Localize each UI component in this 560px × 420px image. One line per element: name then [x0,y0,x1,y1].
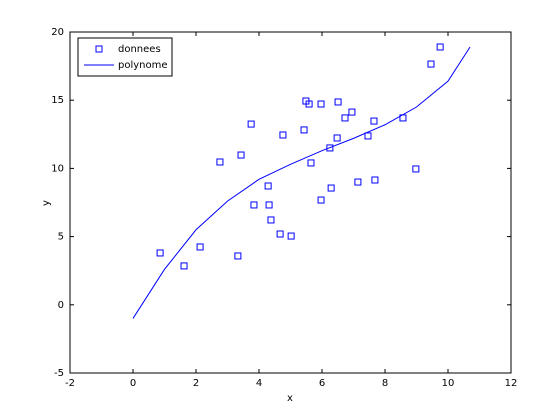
y-tick-label: 15 [51,95,64,106]
data-point [264,182,272,190]
data-point [234,252,242,260]
data-point [196,243,204,251]
y-axis-label: y [41,200,52,206]
y-tick-label: 20 [51,27,64,38]
data-point [276,230,284,238]
data-point [300,126,308,134]
data-point [317,100,325,108]
data-point [305,100,313,108]
x-tick-label: 10 [442,378,455,389]
x-tick-label: 6 [319,378,325,389]
data-point [317,196,325,204]
data-point [287,232,295,240]
data-point [354,178,362,186]
data-point [371,176,379,184]
legend-box [77,37,173,77]
data-point [237,151,245,159]
data-point [307,159,315,167]
plot-frame [69,31,512,374]
y-tick-label: 0 [58,300,64,311]
y-tick-label: 10 [51,163,64,174]
legend-label: polynome [118,60,168,71]
data-point [267,216,275,224]
x-tick-label: 4 [256,378,262,389]
x-tick-label: 12 [505,378,518,389]
data-point [326,144,334,152]
data-point [156,249,164,257]
data-point [279,131,287,139]
data-point [216,158,224,166]
data-point [247,120,255,128]
legend-label: donnees [118,44,161,55]
data-point [412,165,420,173]
data-point [333,134,341,142]
data-point [180,262,188,270]
x-tick-label: 0 [130,378,136,389]
fit-line [132,46,471,319]
y-tick-label: -5 [54,368,64,379]
x-tick-label: 2 [193,378,199,389]
data-point [250,201,258,209]
x-axis-label: x [287,393,293,404]
data-point [364,132,372,140]
legend-marker [95,45,103,53]
data-point [334,98,342,106]
data-point [370,117,378,125]
data-point [341,114,349,122]
data-point [427,60,435,68]
x-tick-label: -2 [65,378,75,389]
y-tick-label: 5 [58,232,64,243]
data-point [348,108,356,116]
x-tick-label: 8 [382,378,388,389]
data-point [436,43,444,51]
data-point [265,201,273,209]
data-point [327,184,335,192]
